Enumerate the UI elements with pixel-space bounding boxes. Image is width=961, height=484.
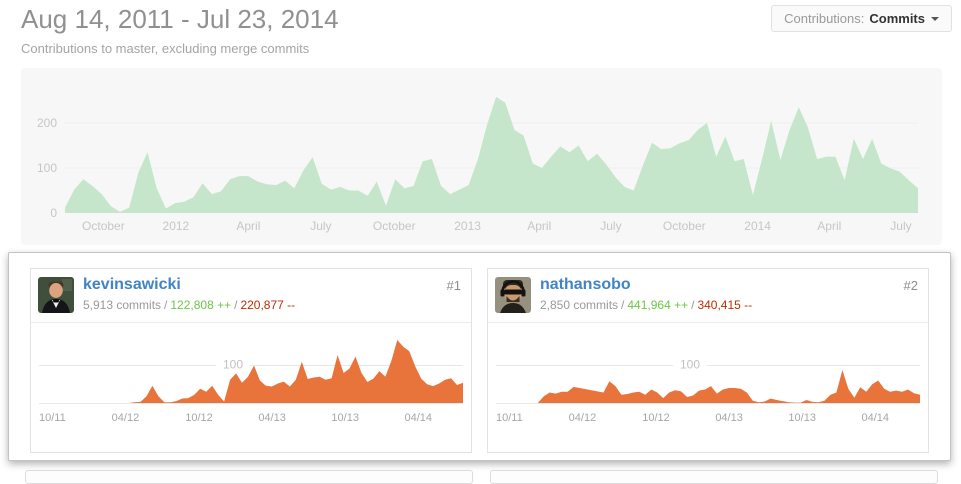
page-title: Aug 14, 2011 - Jul 23, 2014 (21, 4, 339, 34)
x-axis-label: July (600, 219, 621, 233)
x-axis-label: July (890, 219, 911, 233)
avatar[interactable] (38, 277, 74, 313)
contributor-card-1: kevinsawicki 5,913 commits/122,808 ++/22… (30, 268, 472, 453)
main-area-series (65, 96, 918, 213)
x-axis-label: October (373, 219, 416, 233)
x-axis-label: 2012 (163, 219, 190, 233)
contrib-area-series (33, 340, 463, 403)
x-axis-label: April (817, 219, 841, 233)
x-axis-label: 10/13 (788, 412, 816, 424)
gridline-label-bg (216, 357, 250, 373)
avatar[interactable] (495, 277, 531, 313)
x-axis-label: 10/12 (185, 412, 213, 424)
y-axis-label: 0 (50, 206, 57, 220)
x-axis-label: 10/11 (496, 412, 523, 424)
top-contributors-container: kevinsawicki 5,913 commits/122,808 ++/22… (8, 252, 951, 461)
contributor-card-2: nathansobo 2,850 commits/441,964 ++/340,… (487, 268, 929, 453)
main-contributions-chart: 0 100 200 October 2012 April July October 2013 Ap… (21, 68, 942, 245)
username-link[interactable]: nathansobo (540, 276, 631, 293)
contributor-stats: 5,913 commits/122,808 ++/220,877 -- (83, 298, 296, 312)
filter-value: Commits (869, 11, 925, 26)
y-axis-label: 100 (37, 161, 57, 175)
contributor-1-chart: 100 10/11 04/12 10/12 04/13 10/13 04/14 (31, 324, 471, 428)
x-axis-label: 10/13 (331, 412, 359, 424)
next-contributor-card-partial-right (490, 470, 938, 484)
x-axis-label: April (236, 219, 260, 233)
page-header: Aug 14, 2011 - Jul 23, 2014 Contribution… (21, 4, 339, 56)
x-axis-label: October (663, 219, 706, 233)
contributions-graph-panel: 0 100 200 October 2012 April July October 2013 Ap… (21, 68, 942, 245)
y-gridline-label: 100 (223, 358, 243, 372)
avatar-image-kevinsawicki (38, 277, 74, 313)
x-axis-label: 04/14 (405, 412, 433, 424)
additions-count: 122,808 ++ (170, 298, 232, 312)
commit-count: 5,913 commits (83, 298, 162, 312)
caret-down-icon (931, 16, 939, 21)
x-axis-label: 04/12 (112, 412, 140, 424)
y-axis-label: 200 (37, 116, 57, 130)
x-axis-label: 04/14 (862, 412, 890, 424)
x-axis-label: 04/13 (258, 412, 286, 424)
page-subtitle: Contributions to master, excluding merge… (21, 41, 310, 56)
x-axis-label: 10/11 (39, 412, 66, 424)
contrib-area-series (490, 370, 920, 403)
kevinsawicki-commits-svg: 100 10/11 04/12 10/12 04/13 10/13 04/14 (33, 340, 463, 424)
x-axis-label: 2014 (744, 219, 771, 233)
main-chart-svg: 0 100 200 October 2012 April July October 2013 Ap… (37, 96, 918, 233)
additions-count: 441,964 ++ (627, 298, 689, 312)
contributor-2-chart: 100 10/11 04/12 10/12 04/13 10/13 04/14 (488, 324, 928, 428)
commit-count: 2,850 commits (540, 298, 619, 312)
y-gridline-label: 100 (680, 358, 700, 372)
contributor-card-2-header: nathansobo 2,850 commits/441,964 ++/340,… (488, 269, 928, 323)
gridline-label-bg (673, 357, 707, 373)
x-axis-label: October (82, 219, 125, 233)
x-axis-label: July (310, 219, 331, 233)
rank-badge: #1 (446, 278, 461, 293)
next-contributor-card-partial-left (25, 470, 473, 484)
contributor-card-1-header: kevinsawicki 5,913 commits/122,808 ++/22… (31, 269, 471, 323)
username-link[interactable]: kevinsawicki (83, 276, 181, 293)
deletions-count: 220,877 -- (240, 298, 296, 312)
rank-badge: #2 (903, 278, 918, 293)
x-axis-label: 10/12 (642, 412, 670, 424)
deletions-count: 340,415 -- (697, 298, 753, 312)
x-axis-label: 04/12 (569, 412, 597, 424)
avatar-image-nathansobo (495, 277, 531, 313)
contributions-filter-button[interactable]: Contributions: Commits (771, 5, 952, 32)
contributor-stats: 2,850 commits/441,964 ++/340,415 -- (540, 298, 753, 312)
x-axis-label: 04/13 (715, 412, 743, 424)
filter-label: Contributions: (784, 11, 865, 26)
nathansobo-commits-svg: 100 10/11 04/12 10/12 04/13 10/13 04/14 (490, 357, 920, 424)
x-axis-label: 2013 (454, 219, 481, 233)
x-axis-label: April (527, 219, 551, 233)
